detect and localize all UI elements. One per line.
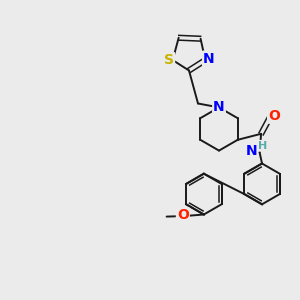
Text: N: N (245, 144, 257, 158)
Text: H: H (258, 141, 267, 151)
Text: N: N (213, 100, 225, 114)
Text: N: N (203, 52, 215, 66)
Text: O: O (268, 109, 280, 123)
Text: O: O (177, 208, 189, 222)
Text: S: S (164, 53, 174, 67)
